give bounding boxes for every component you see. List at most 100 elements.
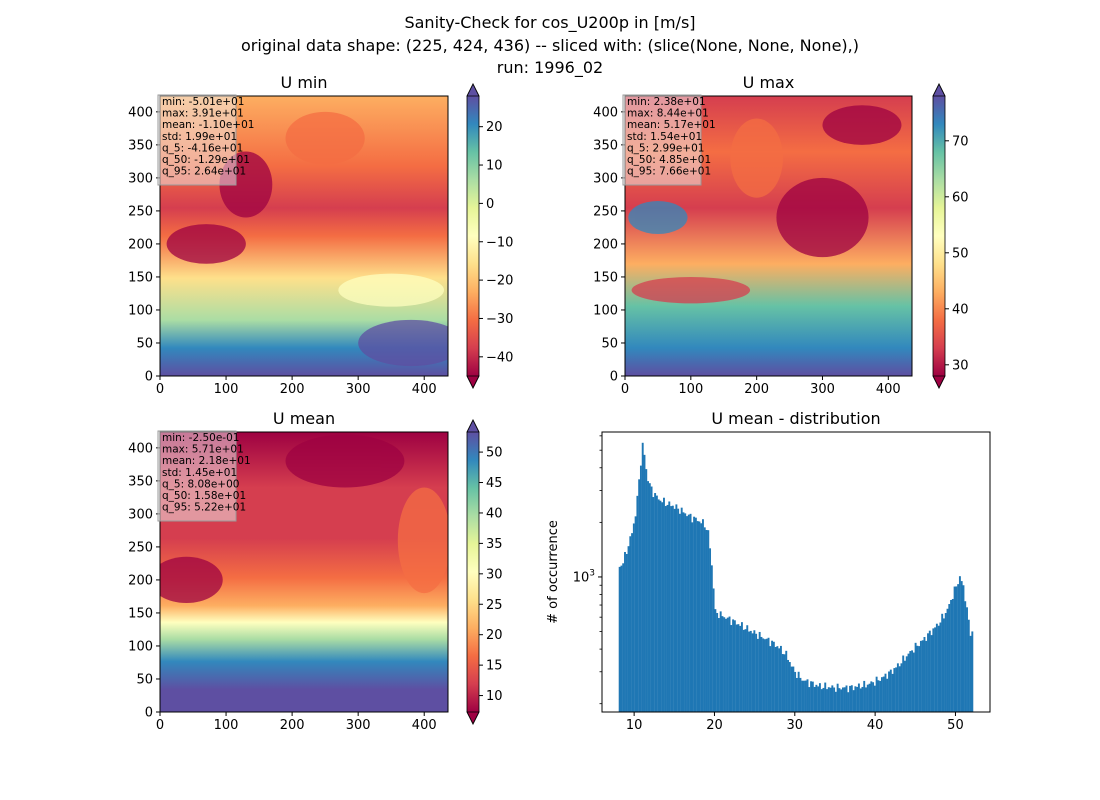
x-tick-label: 200	[744, 382, 769, 397]
axes-frame	[601, 431, 991, 713]
histogram-bar	[792, 666, 795, 712]
histogram-bar	[717, 618, 720, 712]
histogram-bar	[714, 609, 717, 712]
histogram-bar	[909, 651, 912, 712]
histogram-bar	[700, 523, 703, 712]
histogram-bar	[753, 630, 756, 712]
histogram-bar	[964, 601, 967, 712]
histogram-bar	[904, 660, 906, 712]
histogram-bar	[778, 648, 781, 712]
histogram-bar	[801, 680, 804, 712]
histogram-bar	[769, 646, 772, 712]
histogram-bar	[673, 508, 676, 712]
y-tick-label: 250	[128, 204, 153, 219]
y-tick-label: 350	[128, 138, 153, 153]
y-tick-label: 350	[128, 474, 153, 489]
y-tick-label: 200	[593, 237, 618, 252]
histogram-bar	[827, 687, 830, 712]
histogram-bar	[815, 684, 818, 712]
histogram-bar	[693, 516, 696, 712]
histogram-bar	[932, 628, 935, 712]
heatmap-feature	[397, 487, 448, 594]
histogram-bar	[767, 637, 770, 712]
heatmap-feature	[160, 556, 223, 604]
stats-line: min: -2.50e-01	[162, 432, 239, 444]
histogram-bar	[636, 495, 639, 712]
colorbar-tick-label: 40	[486, 506, 503, 521]
histogram-bar	[957, 584, 960, 712]
histogram-bar	[797, 671, 800, 712]
x-tick-label: 100	[214, 718, 239, 733]
histogram-bar	[632, 523, 635, 712]
histogram-bar	[946, 608, 949, 712]
histogram-bar	[810, 681, 813, 712]
heatmap-feature	[776, 177, 869, 258]
x-tick-label: 0	[156, 382, 164, 397]
figure-title-line-1: Sanity-Check for cos_U200p in [m/s]	[404, 13, 696, 32]
histogram-bar	[643, 454, 646, 712]
histogram-bar	[744, 629, 747, 712]
y-tick-label: 250	[593, 204, 618, 219]
stats-line: q_95: 5.22e+01	[162, 502, 246, 514]
colorbar-extend-max	[932, 83, 946, 97]
histogram-bar	[854, 686, 857, 712]
heatmap-feature	[358, 319, 448, 367]
stats-box-background	[157, 430, 237, 522]
histogram-bar	[751, 633, 754, 712]
histogram-bar	[919, 640, 922, 712]
x-tick-label: 0	[156, 718, 164, 733]
histogram-bar	[868, 683, 871, 712]
histogram-bar	[787, 659, 789, 712]
histogram-bar	[941, 613, 944, 712]
histogram-bar	[967, 619, 970, 712]
stats-line: q_95: 2.64e+01	[162, 166, 246, 178]
histogram-bars	[618, 442, 974, 712]
histogram-bar	[686, 516, 688, 712]
histogram-bar	[824, 682, 827, 712]
histogram-bar	[746, 625, 749, 712]
histogram-bar	[891, 673, 894, 712]
histogram-bar	[742, 629, 745, 712]
y-tick-label: 0	[145, 370, 153, 385]
axes-frame	[159, 95, 449, 377]
histogram-bar	[888, 671, 890, 712]
x-tick-label: 30	[787, 718, 804, 733]
x-tick-label: 50	[947, 718, 964, 733]
histogram-bar	[838, 688, 841, 712]
x-tick-label: 300	[346, 382, 371, 397]
histogram-bar	[664, 506, 667, 712]
x-tick-label: 300	[346, 718, 371, 733]
histogram-bar	[817, 686, 820, 712]
histogram-bar	[857, 683, 860, 712]
histogram-bar	[955, 586, 958, 712]
x-tick-label: 10	[626, 718, 643, 733]
colorbar-gradient	[467, 96, 479, 376]
histogram-bar	[719, 611, 722, 712]
histogram-bar	[703, 527, 706, 712]
y-tick-label: 50	[136, 336, 153, 351]
stats-line: std: 1.54e+01	[627, 131, 702, 143]
histogram-bar	[872, 682, 875, 712]
stats-line: mean: 2.18e+01	[162, 455, 251, 467]
x-tick-label: 20	[706, 718, 723, 733]
histogram-bar	[923, 637, 926, 712]
histogram-bar	[893, 668, 896, 712]
histogram-bar	[694, 517, 697, 712]
histogram-bar	[755, 633, 758, 712]
heatmap-feature	[822, 105, 902, 145]
histogram-bar	[652, 497, 655, 712]
histogram-bar	[811, 681, 814, 712]
x-tick-label: 300	[810, 382, 835, 397]
histogram-bar	[958, 576, 961, 712]
histogram-bar	[762, 638, 765, 712]
y-tick-label: 400	[128, 105, 153, 120]
histogram-bar	[826, 689, 828, 712]
colorbar-extend-min	[466, 711, 480, 725]
histogram-bar	[774, 646, 777, 712]
histogram-bar	[953, 586, 956, 712]
panel-title: U min	[281, 73, 328, 92]
y-tick-label: 300	[128, 507, 153, 522]
x-tick-label: 400	[412, 382, 437, 397]
